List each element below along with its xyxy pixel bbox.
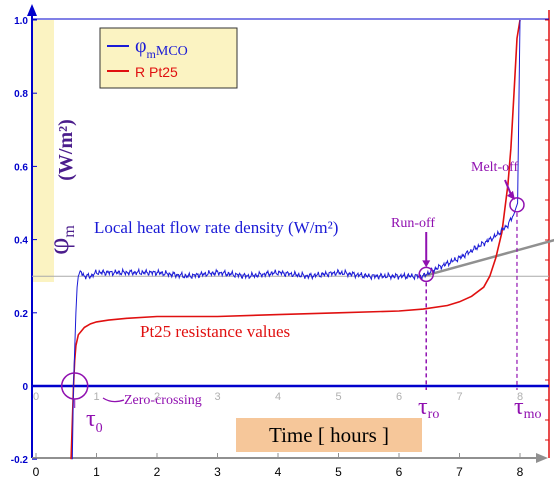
x-tick-label-3: 3 bbox=[214, 465, 221, 479]
legend-label-flow: φmMCO bbox=[135, 35, 188, 61]
series-layer bbox=[32, 19, 554, 460]
y-tick-label-3: 0.4 bbox=[14, 236, 28, 247]
run-off-label: Run-off bbox=[391, 216, 435, 231]
xlabel: Time [ hours ] bbox=[269, 423, 389, 447]
trend-line bbox=[422, 238, 554, 278]
x-tick-label-0: 0 bbox=[33, 465, 40, 479]
x-tick-label-2: 2 bbox=[154, 465, 161, 479]
x-tick-label-8: 8 bbox=[517, 465, 524, 479]
zero-crossing-arrow bbox=[102, 397, 125, 403]
x-inner-tick-label-4: 4 bbox=[275, 391, 281, 403]
legend-label-resistance: R Pt25 bbox=[135, 64, 178, 80]
x-tick-label-5: 5 bbox=[335, 465, 342, 479]
ylabel-symbol: φm bbox=[42, 225, 78, 255]
tau-ro-label: τro bbox=[418, 394, 439, 422]
ticks: 0 1 2 3 4 5 6 7 8 0 1 2 3 4 5 6 7 8 -0.2 0 0.2 0.4 0.6 0.8 1.0 bbox=[11, 16, 549, 479]
y-axis-arrow bbox=[27, 4, 37, 16]
melt-off-arrowhead bbox=[506, 190, 515, 200]
legend: φmMCO R Pt25 bbox=[99, 27, 238, 89]
legend-box bbox=[99, 27, 238, 89]
x-tick-label-4: 4 bbox=[275, 465, 282, 479]
x-axis-arrow bbox=[536, 453, 548, 463]
y-tick-label-4: 0.6 bbox=[14, 162, 28, 173]
y-tick-label-1: 0 bbox=[22, 382, 28, 393]
ylabel-band bbox=[32, 20, 54, 282]
run-off-arrowhead bbox=[422, 260, 431, 268]
x-inner-tick-label-3: 3 bbox=[214, 391, 220, 403]
y-tick-label-5: 0.8 bbox=[14, 89, 28, 100]
annotations bbox=[60, 179, 525, 408]
x-inner-tick-label-6: 6 bbox=[396, 391, 402, 403]
zero-crossing-label: Zero-crossing bbox=[124, 393, 202, 408]
x-tick-label-1: 1 bbox=[93, 465, 100, 479]
x-inner-tick-label-7: 7 bbox=[456, 391, 462, 403]
flow-label: Local heat flow rate density (W/m²) bbox=[94, 218, 338, 237]
y-tick-label-6: 1.0 bbox=[14, 16, 28, 27]
y-tick-label-0: -0.2 bbox=[11, 455, 29, 466]
resistance-label: Pt25 resistance values bbox=[140, 322, 290, 341]
melt-off-label: Melt-off bbox=[471, 160, 519, 175]
tau0-label: τ0 bbox=[86, 406, 103, 436]
x-inner-tick-label-8: 8 bbox=[517, 391, 523, 403]
series-resistance-line bbox=[70, 19, 521, 460]
x-inner-tick-label-1: 1 bbox=[93, 391, 99, 403]
x-tick-label-7: 7 bbox=[456, 465, 463, 479]
x-inner-tick-label-2: 2 bbox=[154, 391, 160, 403]
x-tick-label-6: 6 bbox=[396, 465, 403, 479]
x-inner-tick-label-0: 0 bbox=[33, 391, 39, 403]
x-inner-tick-label-5: 5 bbox=[335, 391, 341, 403]
tau-mo-label: τmo bbox=[514, 394, 542, 422]
xlabel-box bbox=[236, 418, 422, 452]
series-flow-line bbox=[71, 19, 521, 460]
ylabel-unit: (W/m²) bbox=[55, 119, 77, 181]
y-tick-label-2: 0.2 bbox=[14, 309, 28, 320]
melt-off-circle bbox=[509, 197, 525, 213]
